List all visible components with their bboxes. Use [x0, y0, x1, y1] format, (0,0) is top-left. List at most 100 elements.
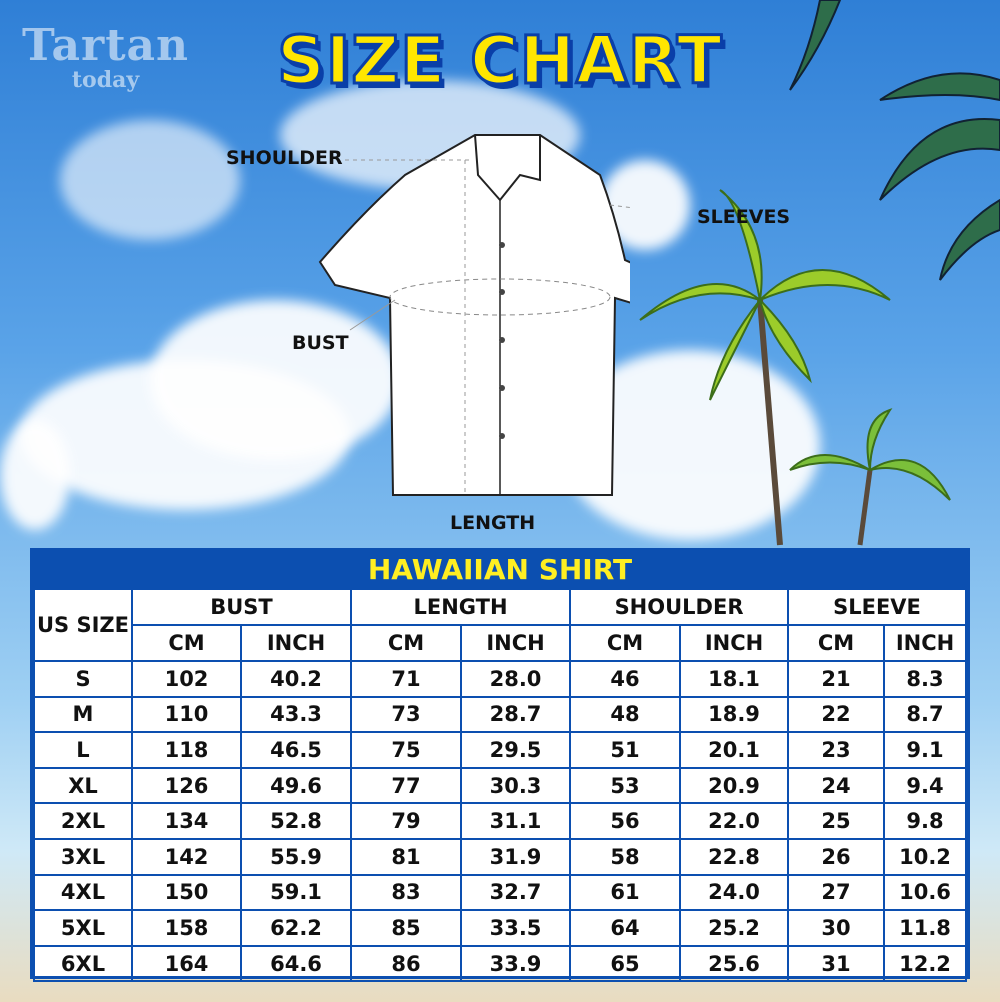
- size-cell: 3XL: [33, 837, 133, 876]
- measurement-cell: 75: [350, 731, 463, 769]
- measurement-cell: 22.8: [679, 837, 790, 876]
- measurement-cell: 46.5: [239, 731, 353, 769]
- measurement-cell: 134: [131, 802, 242, 840]
- measurement-cell: 77: [350, 766, 463, 805]
- measurement-cell: 28.0: [460, 660, 572, 698]
- measurement-cell: 51: [569, 731, 682, 769]
- measurement-cell: 30: [787, 909, 886, 947]
- palm-tree-illustration: [639, 0, 1000, 546]
- measurement-cell: 65: [569, 944, 682, 983]
- logo-wordmark: Tartan: [22, 20, 190, 71]
- header-row-units: CM INCH CM INCH CM INCH CM INCH: [34, 624, 967, 662]
- measurement-cell: 12.2: [883, 944, 967, 983]
- measurement-cell: 10.2: [883, 837, 967, 876]
- measurement-cell: 27: [787, 873, 886, 912]
- measurement-cell: 29.5: [460, 731, 572, 769]
- measurement-cell: 33.9: [460, 944, 572, 983]
- measurement-cell: 8.3: [883, 660, 967, 698]
- measurement-cell: 64.6: [239, 944, 353, 983]
- us-size-header: US SIZE: [33, 588, 133, 662]
- measurement-cell: 22.0: [679, 802, 790, 840]
- size-cell: L: [33, 731, 133, 769]
- measurement-cell: 62.2: [239, 909, 353, 947]
- measurement-cell: 49.6: [239, 766, 353, 805]
- measurement-cell: 31.1: [460, 802, 572, 840]
- table-row: 5XL 158 62.2 85 33.5 64 25.2 30 11.8: [33, 909, 967, 947]
- table-row: 4XL 150 59.1 83 32.7 61 24.0 27 10.6: [33, 873, 967, 912]
- measurement-cell: 126: [131, 766, 242, 805]
- measurement-cell: 61: [569, 873, 682, 912]
- measurement-cell: 48: [569, 695, 682, 734]
- measurement-cell: 28.7: [460, 695, 572, 734]
- measurement-cell: 20.1: [679, 731, 790, 769]
- table-row: 2XL 134 52.8 79 31.1 56 22.0 25 9.8: [33, 802, 967, 840]
- size-cell: 4XL: [33, 873, 133, 912]
- header-row-groups: US SIZE BUST LENGTH SHOULDER SLEEVE: [33, 588, 967, 662]
- shoulder-header: SHOULDER: [569, 588, 790, 626]
- measurement-cell: 40.2: [239, 660, 353, 698]
- measurement-cell: 142: [131, 837, 242, 876]
- unit-header: INCH: [239, 624, 353, 662]
- measurement-cell: 23: [787, 731, 886, 769]
- size-cell: M: [33, 695, 133, 734]
- length-header: LENGTH: [350, 588, 572, 626]
- measurement-cell: 25.6: [679, 944, 790, 983]
- size-cell: 2XL: [33, 802, 133, 840]
- measurement-cell: 33.5: [460, 909, 572, 947]
- sleeves-label: SLEEVES: [697, 206, 791, 228]
- measurement-cell: 9.4: [883, 766, 967, 805]
- size-table: HAWAIIAN SHIRT US SIZE BUST LENGTH SHOUL…: [30, 548, 970, 983]
- measurement-cell: 25: [787, 802, 886, 840]
- measurement-cell: 53: [569, 766, 682, 805]
- logo-subtitle: today: [71, 67, 140, 93]
- measurement-cell: 31.9: [460, 837, 572, 876]
- page-title: SIZE CHART: [276, 21, 724, 101]
- measurement-cell: 43.3: [239, 695, 353, 734]
- size-cell: S: [33, 660, 133, 698]
- measurement-cell: 164: [131, 944, 242, 983]
- measurement-cell: 85: [350, 909, 463, 947]
- measurement-cell: 8.7: [883, 695, 967, 734]
- shirt-diagram: [318, 134, 630, 496]
- measurement-cell: 52.8: [239, 802, 353, 840]
- measurement-cell: 81: [350, 837, 463, 876]
- measurement-cell: 118: [131, 731, 242, 769]
- size-cell: 5XL: [33, 909, 133, 947]
- table-row: XL 126 49.6 77 30.3 53 20.9 24 9.4: [33, 766, 967, 805]
- measurement-cell: 59.1: [239, 873, 353, 912]
- measurement-cell: 71: [350, 660, 463, 698]
- table-title: HAWAIIAN SHIRT: [33, 551, 967, 588]
- measurement-cell: 102: [131, 660, 242, 698]
- measurement-cell: 83: [350, 873, 463, 912]
- measurement-cell: 24: [787, 766, 886, 805]
- bust-header: BUST: [130, 588, 353, 626]
- unit-header: CM: [131, 624, 242, 662]
- measurement-cell: 79: [350, 802, 463, 840]
- table-row: S 102 40.2 71 28.0 46 18.1 21 8.3: [33, 660, 967, 698]
- measurement-cell: 25.2: [679, 909, 790, 947]
- measurement-cell: 150: [131, 873, 242, 912]
- table-row: L 118 46.5 75 29.5 51 20.1 23 9.1: [33, 731, 967, 769]
- measurement-cell: 55.9: [239, 837, 353, 876]
- measurement-cell: 24.0: [679, 873, 790, 912]
- size-cell: XL: [33, 766, 133, 805]
- length-label: LENGTH: [450, 512, 536, 534]
- measurement-cell: 64: [569, 909, 682, 947]
- measurement-cell: 18.9: [679, 695, 790, 734]
- measurement-cell: 73: [350, 695, 463, 734]
- measurement-cell: 56: [569, 802, 682, 840]
- measurement-cell: 11.8: [883, 909, 967, 947]
- table-row: 6XL 164 64.6 86 33.9 65 25.6 31 12.2: [33, 944, 967, 983]
- unit-header: CM: [350, 624, 463, 662]
- measurement-cell: 58: [569, 837, 682, 876]
- measurement-cell: 30.3: [460, 766, 572, 805]
- unit-header: INCH: [679, 624, 790, 662]
- unit-header: CM: [569, 624, 682, 662]
- size-cell: 6XL: [33, 944, 133, 983]
- measurement-cell: 10.6: [883, 873, 967, 912]
- measurement-cell: 22: [787, 695, 886, 734]
- measurement-cell: 9.8: [883, 802, 967, 840]
- bust-label: BUST: [292, 332, 349, 354]
- table-row: M 110 43.3 73 28.7 48 18.9 22 8.7: [33, 695, 967, 734]
- unit-header: INCH: [460, 624, 572, 662]
